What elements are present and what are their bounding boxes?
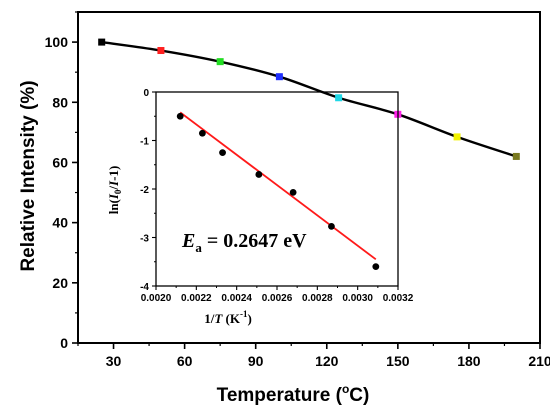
inset-x-tick-label: 0.0030 bbox=[342, 293, 373, 304]
data-point-marker bbox=[216, 58, 224, 66]
inset-x-tick-label: 0.0024 bbox=[221, 293, 252, 304]
inset-series bbox=[176, 111, 380, 270]
linear-fit-line bbox=[179, 111, 377, 261]
activation-energy-annotation: Ea = 0.2647 eV bbox=[181, 230, 307, 255]
data-point-marker bbox=[453, 133, 461, 141]
inset-x-tick-label: 0.0032 bbox=[383, 293, 414, 304]
data-point-marker bbox=[275, 73, 283, 81]
main-axes bbox=[77, 11, 541, 344]
inset-y-tick-label: -4 bbox=[140, 282, 149, 293]
inset-x-tick-label: 0.0020 bbox=[141, 293, 172, 304]
x-tick-label: 90 bbox=[248, 353, 264, 369]
y-tick-label: 20 bbox=[52, 275, 68, 291]
inset-data-point bbox=[255, 171, 263, 178]
x-tick-label: 120 bbox=[315, 353, 339, 369]
inset-data-point bbox=[219, 149, 226, 157]
inset-y-axis-title: ln(I0/I-1) bbox=[106, 166, 123, 215]
y-tick-label: 100 bbox=[45, 34, 69, 50]
intensity-curve bbox=[101, 40, 517, 158]
inset-x-axis-title: 1/T (K-1) bbox=[204, 309, 252, 326]
inset-y-tick-label: -2 bbox=[140, 185, 149, 196]
data-point-marker bbox=[157, 47, 165, 55]
y-tick-label: 40 bbox=[52, 215, 68, 231]
data-point-marker bbox=[335, 94, 343, 102]
main-y-axis-title: Relative Intensity (%) bbox=[18, 80, 39, 271]
inset-x-tick-label: 0.0028 bbox=[302, 293, 333, 304]
main-plot-frame bbox=[77, 11, 541, 344]
inset-ticks: 0.0020 0.0022 0.0024 0.0026 0.0028 0.0030 0.00… bbox=[140, 88, 414, 304]
inset-data-point bbox=[289, 188, 297, 196]
x-tick-label: 150 bbox=[386, 353, 410, 369]
x-tick-label: 60 bbox=[177, 353, 193, 369]
inset-data-point bbox=[198, 129, 206, 137]
data-point-marker bbox=[512, 152, 520, 160]
inset-y-tick-label: -3 bbox=[140, 234, 149, 245]
inset-data-point bbox=[328, 222, 335, 230]
y-tick-label: 0 bbox=[60, 335, 68, 351]
x-tick-label: 30 bbox=[106, 353, 122, 369]
data-point-marker bbox=[98, 38, 106, 46]
inset-x-tick-label: 0.0026 bbox=[262, 293, 293, 304]
inset-plot: 0.0020 0.0022 0.0024 0.0026 0.0028 0.0030 0.00… bbox=[106, 88, 414, 326]
x-tick-label: 180 bbox=[457, 353, 481, 369]
inset-y-tick-label: -1 bbox=[140, 137, 149, 148]
inset-data-point bbox=[372, 263, 380, 270]
inset-data-point bbox=[176, 112, 184, 120]
y-tick-label: 80 bbox=[52, 94, 68, 110]
x-tick-label: 210 bbox=[528, 353, 550, 369]
main-plot: 30 60 90 120 150 180 210 0 20 40 60 80 100 Temperatu… bbox=[18, 11, 550, 406]
main-x-axis-title: Temperature (oC) bbox=[217, 382, 370, 406]
main-ticks: 30 60 90 120 150 180 210 0 20 40 60 80 100 bbox=[45, 11, 550, 369]
y-tick-label: 60 bbox=[52, 154, 68, 170]
main-series bbox=[98, 38, 520, 160]
inset-x-tick-label: 0.0022 bbox=[181, 293, 212, 304]
inset-y-tick-label: 0 bbox=[143, 88, 149, 99]
